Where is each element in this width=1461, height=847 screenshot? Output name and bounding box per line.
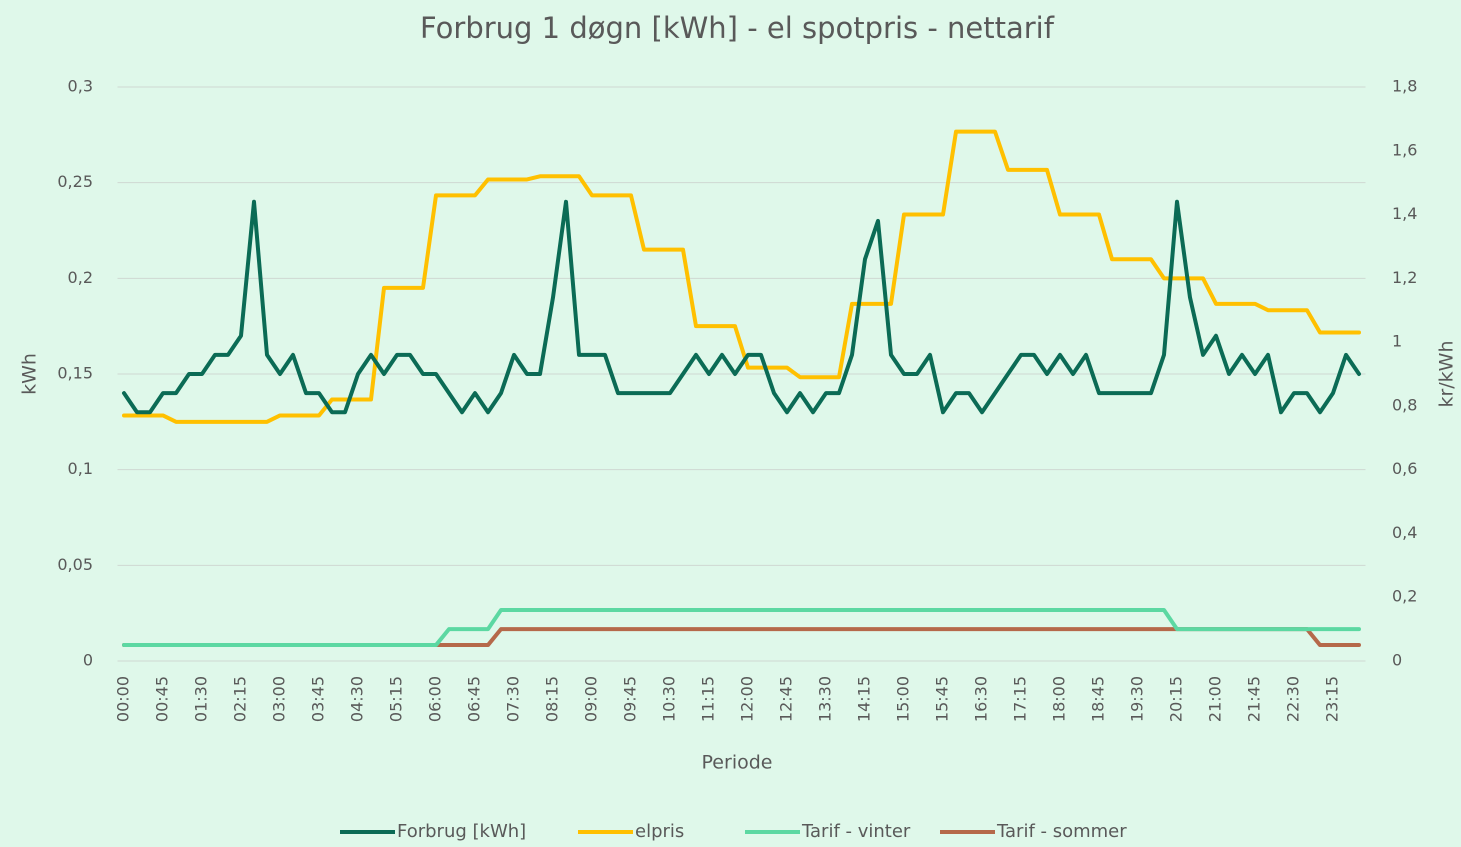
x-tick-label: 21:45 bbox=[1245, 676, 1264, 722]
legend-label: elpris bbox=[635, 821, 684, 842]
x-tick-label: 10:30 bbox=[660, 676, 679, 722]
x-tick-label: 18:45 bbox=[1089, 676, 1108, 722]
y-tick-label: 0,05 bbox=[57, 555, 93, 574]
x-tick-label: 00:00 bbox=[114, 676, 133, 722]
y-tick-label: 0,3 bbox=[68, 77, 93, 96]
x-tick-label: 06:00 bbox=[426, 676, 445, 722]
y2-tick-label: 1,8 bbox=[1392, 77, 1417, 96]
x-tick-label: 22:30 bbox=[1284, 676, 1303, 722]
x-axis-title: Periode bbox=[702, 752, 773, 774]
y2-tick-label: 0,4 bbox=[1392, 523, 1417, 542]
y2-axis-title: kr/kWh bbox=[1436, 340, 1458, 407]
y2-tick-label: 0 bbox=[1392, 651, 1402, 670]
series-line bbox=[122, 199, 1361, 415]
x-tick-label: 00:45 bbox=[153, 676, 172, 722]
y-tick-label: 0 bbox=[83, 651, 93, 670]
x-tick-label: 04:30 bbox=[348, 676, 367, 722]
x-tick-label: 11:15 bbox=[699, 676, 718, 722]
x-tick-label: 17:15 bbox=[1011, 676, 1030, 722]
x-tick-label: 18:00 bbox=[1050, 676, 1069, 722]
x-tick-label: 02:15 bbox=[231, 676, 250, 722]
y2-tick-label: 1,6 bbox=[1392, 140, 1417, 159]
legend-label: Tarif - vinter bbox=[801, 821, 911, 842]
x-tick-label: 16:30 bbox=[972, 676, 991, 722]
x-tick-label: 19:30 bbox=[1128, 676, 1147, 722]
y2-tick-label: 1 bbox=[1392, 332, 1402, 351]
y2-tick-label: 0,2 bbox=[1392, 587, 1417, 606]
x-tick-label: 15:00 bbox=[894, 676, 913, 722]
y-tick-label: 0,15 bbox=[57, 364, 93, 383]
x-tick-label: 03:45 bbox=[309, 676, 328, 722]
x-tick-label: 07:30 bbox=[504, 676, 523, 722]
x-tick-label: 08:15 bbox=[543, 676, 562, 722]
x-tick-label: 01:30 bbox=[192, 676, 211, 722]
x-tick-label: 05:15 bbox=[387, 676, 406, 722]
legend-label: Forbrug [kWh] bbox=[397, 821, 526, 842]
x-tick-label: 21:00 bbox=[1206, 676, 1225, 722]
y-tick-label: 0,1 bbox=[68, 459, 93, 478]
y-tick-label: 0,2 bbox=[68, 268, 93, 287]
x-tick-label: 06:45 bbox=[465, 676, 484, 722]
x-tick-label: 03:00 bbox=[270, 676, 289, 722]
y2-tick-label: 0,6 bbox=[1392, 459, 1417, 478]
series-line bbox=[122, 607, 1361, 648]
chart-title: Forbrug 1 døgn [kWh] - el spotpris - net… bbox=[420, 11, 1055, 45]
y2-tick-label: 0,8 bbox=[1392, 395, 1417, 414]
x-tick-label: 12:45 bbox=[777, 676, 796, 722]
y2-tick-label: 1,2 bbox=[1392, 268, 1417, 287]
x-tick-label: 09:00 bbox=[582, 676, 601, 722]
y-axis-title: kWh bbox=[19, 353, 41, 395]
x-tick-label: 12:00 bbox=[738, 676, 757, 722]
x-tick-label: 09:45 bbox=[621, 676, 640, 722]
x-tick-label: 23:15 bbox=[1323, 676, 1342, 722]
x-tick-label: 13:30 bbox=[816, 676, 835, 722]
x-tick-label: 14:15 bbox=[855, 676, 874, 722]
y2-tick-label: 1,4 bbox=[1392, 204, 1417, 223]
legend-label: Tarif - sommer bbox=[996, 821, 1127, 842]
series-line bbox=[122, 129, 1361, 424]
x-tick-label: 15:45 bbox=[933, 676, 952, 722]
x-tick-label: 20:15 bbox=[1167, 676, 1186, 722]
y-tick-label: 0,25 bbox=[57, 172, 93, 191]
